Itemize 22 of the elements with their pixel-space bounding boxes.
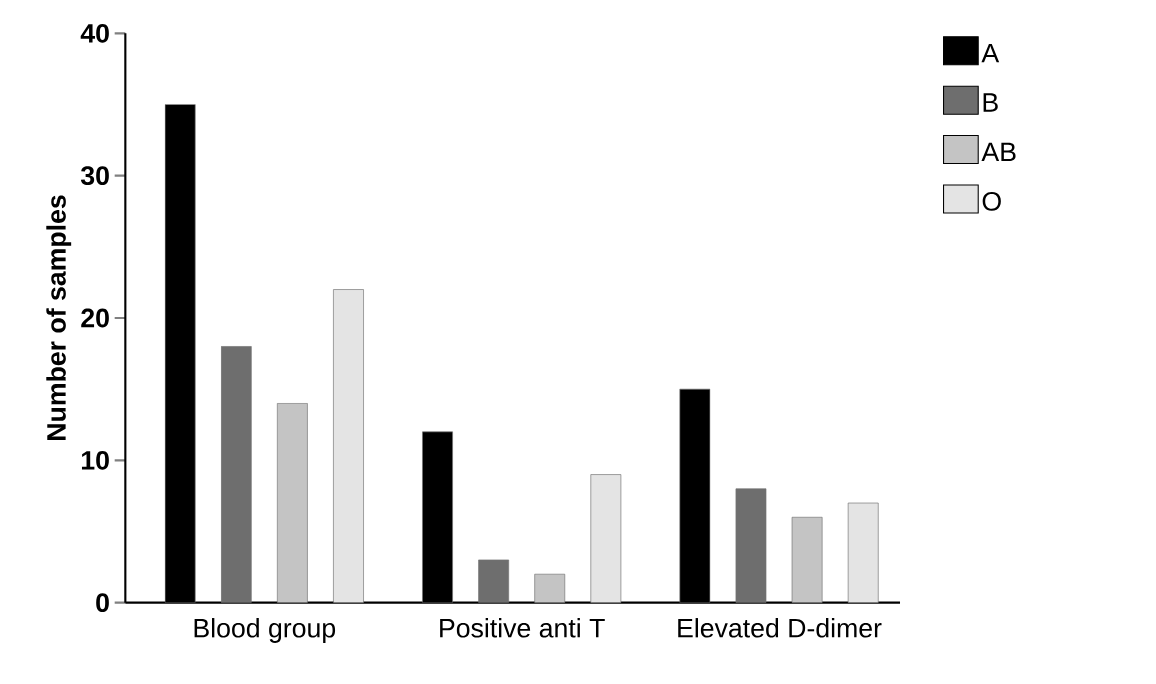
y-tick-label: 0: [96, 593, 109, 613]
y-tick-label: 10: [81, 450, 109, 470]
y-tick-label: 40: [80, 23, 109, 43]
y-tick-label: 20: [81, 308, 109, 328]
legend-label: B: [983, 93, 998, 112]
bar: [735, 488, 767, 603]
y-tick-label: 30: [80, 166, 109, 186]
bar: [590, 474, 622, 603]
x-tick-label: Blood group: [194, 618, 336, 643]
bar: [478, 559, 510, 603]
legend-label: A: [981, 43, 1000, 63]
bar: [276, 403, 308, 603]
legend-label: AB: [981, 142, 1016, 162]
x-tick-label: Elevated D-dimer: [678, 618, 882, 638]
bar: [791, 516, 823, 603]
bar: [847, 502, 879, 603]
bar: [220, 346, 252, 603]
legend-label: O: [982, 191, 1001, 211]
bar: [333, 289, 364, 603]
y-axis-title: Number of samples: [46, 195, 72, 440]
x-tick-label: Positive anti T: [440, 618, 605, 638]
bar: [534, 573, 566, 603]
